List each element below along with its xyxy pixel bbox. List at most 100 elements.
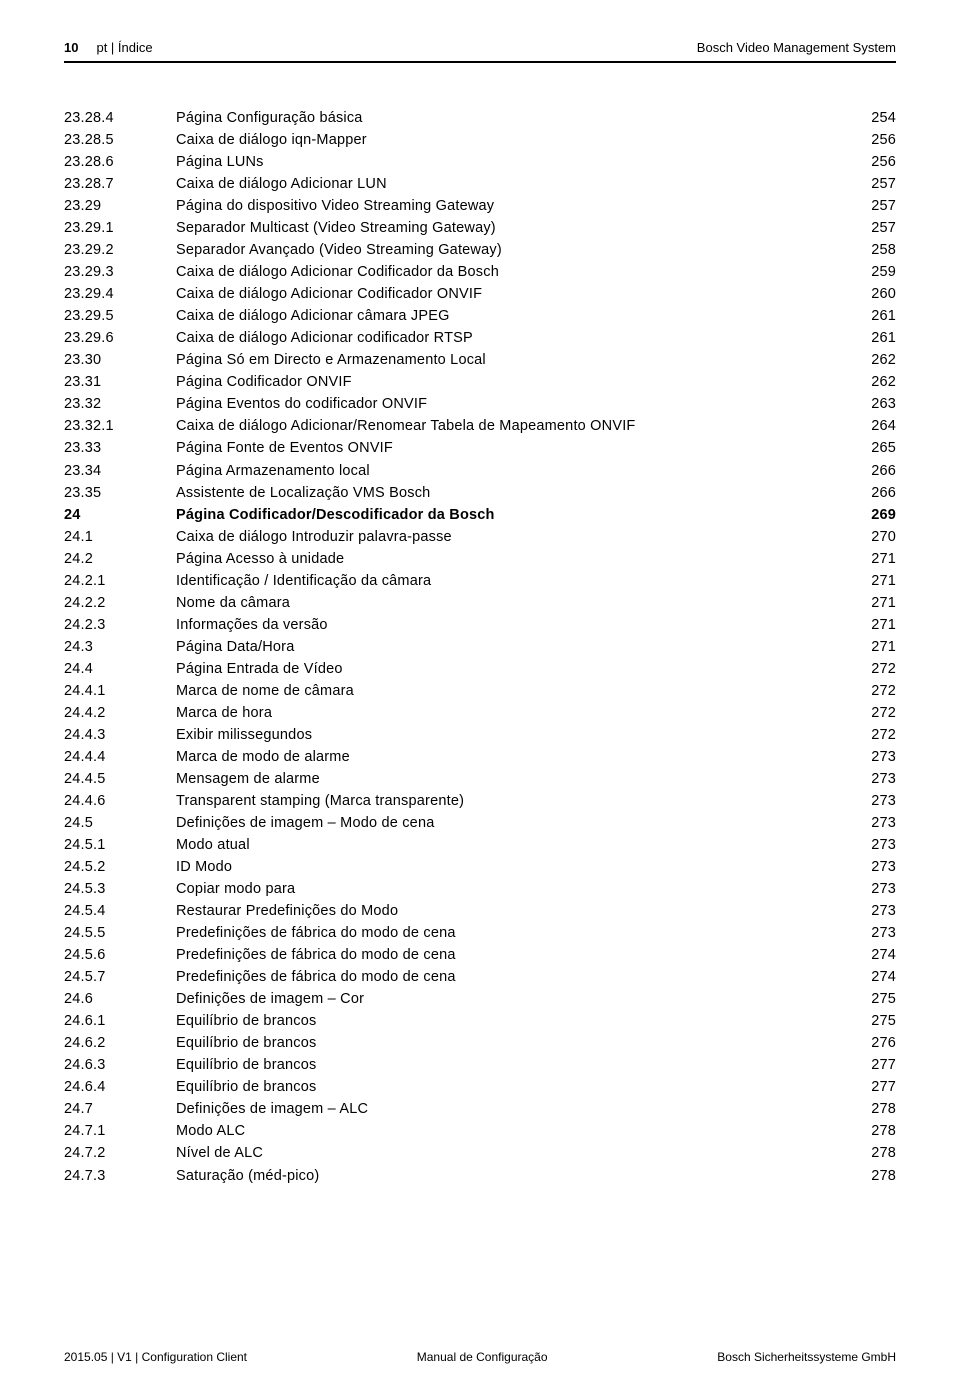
toc-row: 24.2.3Informações da versão271 bbox=[64, 614, 896, 636]
toc-row: 24.5.4Restaurar Predefinições do Modo273 bbox=[64, 900, 896, 922]
toc-entry-page: 274 bbox=[846, 966, 896, 988]
toc-row: 24.5.1Modo atual273 bbox=[64, 834, 896, 856]
toc-row: 24.5.7Predefinições de fábrica do modo d… bbox=[64, 966, 896, 988]
toc-row: 24.7.3Saturação (méd-pico)278 bbox=[64, 1165, 896, 1187]
toc-entry-page: 273 bbox=[846, 790, 896, 812]
toc-entry-title: Marca de nome de câmara bbox=[176, 680, 846, 702]
toc-entry-title: Página Data/Hora bbox=[176, 636, 846, 658]
toc-entry-title: Página Eventos do codificador ONVIF bbox=[176, 393, 846, 415]
toc-row: 24.4.6Transparent stamping (Marca transp… bbox=[64, 790, 896, 812]
toc-entry-title: Caixa de diálogo Adicionar/Renomear Tabe… bbox=[176, 415, 846, 437]
footer-right: Bosch Sicherheitssysteme GmbH bbox=[717, 1350, 896, 1364]
toc-row: 24.5.6Predefinições de fábrica do modo d… bbox=[64, 944, 896, 966]
toc-entry-title: Predefinições de fábrica do modo de cena bbox=[176, 922, 846, 944]
toc-row: 24.2.1Identificação / Identificação da c… bbox=[64, 570, 896, 592]
toc-row: 23.28.5Caixa de diálogo iqn-Mapper256 bbox=[64, 129, 896, 151]
toc-entry-title: Assistente de Localização VMS Bosch bbox=[176, 482, 846, 504]
toc-entry-title: Caixa de diálogo Adicionar LUN bbox=[176, 173, 846, 195]
toc-entry-title: Página LUNs bbox=[176, 151, 846, 173]
toc-row: 23.29.6Caixa de diálogo Adicionar codifi… bbox=[64, 327, 896, 349]
toc-entry-page: 257 bbox=[846, 195, 896, 217]
toc-entry-number: 24.6.3 bbox=[64, 1054, 176, 1076]
toc-row: 24Página Codificador/Descodificador da B… bbox=[64, 504, 896, 526]
toc-entry-number: 24.7.3 bbox=[64, 1165, 176, 1187]
toc-row: 23.29.4Caixa de diálogo Adicionar Codifi… bbox=[64, 283, 896, 305]
toc-entry-page: 276 bbox=[846, 1032, 896, 1054]
toc-entry-title: Marca de hora bbox=[176, 702, 846, 724]
toc-row: 23.29.2Separador Avançado (Video Streami… bbox=[64, 239, 896, 261]
toc-row: 24.5.3Copiar modo para273 bbox=[64, 878, 896, 900]
footer-left: 2015.05 | V1 | Configuration Client bbox=[64, 1350, 247, 1364]
page-header: 10 pt | Índice Bosch Video Management Sy… bbox=[64, 40, 896, 63]
toc-entry-title: Predefinições de fábrica do modo de cena bbox=[176, 966, 846, 988]
toc-row: 24.6.4Equilíbrio de brancos277 bbox=[64, 1076, 896, 1098]
toc-entry-number: 23.29.1 bbox=[64, 217, 176, 239]
toc-row: 23.32.1Caixa de diálogo Adicionar/Renome… bbox=[64, 415, 896, 437]
toc-entry-page: 254 bbox=[846, 107, 896, 129]
toc-entry-number: 23.31 bbox=[64, 371, 176, 393]
toc-entry-number: 23.28.6 bbox=[64, 151, 176, 173]
toc-row: 24.7.1Modo ALC278 bbox=[64, 1120, 896, 1142]
toc-entry-number: 24.4.4 bbox=[64, 746, 176, 768]
toc-entry-number: 24.5.1 bbox=[64, 834, 176, 856]
toc-entry-number: 23.33 bbox=[64, 437, 176, 459]
toc-entry-page: 271 bbox=[846, 548, 896, 570]
toc-row: 23.32Página Eventos do codificador ONVIF… bbox=[64, 393, 896, 415]
toc-entry-title: Página do dispositivo Video Streaming Ga… bbox=[176, 195, 846, 217]
toc-entry-page: 273 bbox=[846, 856, 896, 878]
toc-entry-page: 271 bbox=[846, 570, 896, 592]
toc-entry-page: 278 bbox=[846, 1142, 896, 1164]
toc-row: 23.30Página Só em Directo e Armazenament… bbox=[64, 349, 896, 371]
toc-entry-page: 272 bbox=[846, 658, 896, 680]
toc-entry-page: 277 bbox=[846, 1076, 896, 1098]
toc-row: 23.28.4Página Configuração básica254 bbox=[64, 107, 896, 129]
toc-entry-title: Predefinições de fábrica do modo de cena bbox=[176, 944, 846, 966]
toc-entry-title: Página Acesso à unidade bbox=[176, 548, 846, 570]
toc-row: 23.28.7Caixa de diálogo Adicionar LUN257 bbox=[64, 173, 896, 195]
toc-entry-title: Nome da câmara bbox=[176, 592, 846, 614]
toc-entry-page: 271 bbox=[846, 636, 896, 658]
toc-entry-title: Modo atual bbox=[176, 834, 846, 856]
toc-row: 23.29.1Separador Multicast (Video Stream… bbox=[64, 217, 896, 239]
page-footer: 2015.05 | V1 | Configuration Client Manu… bbox=[64, 1350, 896, 1364]
toc-row: 24.6Definições de imagem – Cor275 bbox=[64, 988, 896, 1010]
toc-entry-number: 24.5.7 bbox=[64, 966, 176, 988]
toc-entry-title: Copiar modo para bbox=[176, 878, 846, 900]
toc-row: 24.4.3Exibir milissegundos272 bbox=[64, 724, 896, 746]
toc-row: 24.5.2ID Modo273 bbox=[64, 856, 896, 878]
toc-entry-title: Transparent stamping (Marca transparente… bbox=[176, 790, 846, 812]
toc-row: 24.5Definições de imagem – Modo de cena2… bbox=[64, 812, 896, 834]
toc-entry-title: Página Armazenamento local bbox=[176, 460, 846, 482]
toc-entry-number: 23.32.1 bbox=[64, 415, 176, 437]
toc-row: 23.33Página Fonte de Eventos ONVIF265 bbox=[64, 437, 896, 459]
toc-entry-page: 266 bbox=[846, 460, 896, 482]
toc-entry-number: 23.29.6 bbox=[64, 327, 176, 349]
toc-entry-page: 261 bbox=[846, 327, 896, 349]
header-left-group: 10 pt | Índice bbox=[64, 40, 153, 55]
toc-row: 23.35Assistente de Localização VMS Bosch… bbox=[64, 482, 896, 504]
toc-entry-page: 272 bbox=[846, 680, 896, 702]
toc-entry-number: 24 bbox=[64, 504, 176, 526]
toc-entry-number: 24.6 bbox=[64, 988, 176, 1010]
toc-entry-page: 272 bbox=[846, 702, 896, 724]
toc-entry-page: 272 bbox=[846, 724, 896, 746]
toc-row: 24.5.5Predefinições de fábrica do modo d… bbox=[64, 922, 896, 944]
toc-entry-page: 275 bbox=[846, 988, 896, 1010]
toc-entry-page: 261 bbox=[846, 305, 896, 327]
toc-entry-number: 23.28.5 bbox=[64, 129, 176, 151]
toc-entry-number: 24.5.3 bbox=[64, 878, 176, 900]
toc-row: 24.4.5Mensagem de alarme273 bbox=[64, 768, 896, 790]
toc-entry-page: 273 bbox=[846, 878, 896, 900]
toc-entry-page: 266 bbox=[846, 482, 896, 504]
toc-entry-page: 260 bbox=[846, 283, 896, 305]
toc-entry-title: Definições de imagem – Cor bbox=[176, 988, 846, 1010]
toc-entry-number: 24.5 bbox=[64, 812, 176, 834]
toc-entry-title: Caixa de diálogo Adicionar câmara JPEG bbox=[176, 305, 846, 327]
toc-entry-number: 24.2 bbox=[64, 548, 176, 570]
footer-center: Manual de Configuração bbox=[417, 1350, 548, 1364]
toc-entry-number: 24.4.1 bbox=[64, 680, 176, 702]
toc-entry-number: 24.5.6 bbox=[64, 944, 176, 966]
toc-entry-page: 259 bbox=[846, 261, 896, 283]
toc-entry-number: 24.5.2 bbox=[64, 856, 176, 878]
toc-entry-number: 24.4 bbox=[64, 658, 176, 680]
